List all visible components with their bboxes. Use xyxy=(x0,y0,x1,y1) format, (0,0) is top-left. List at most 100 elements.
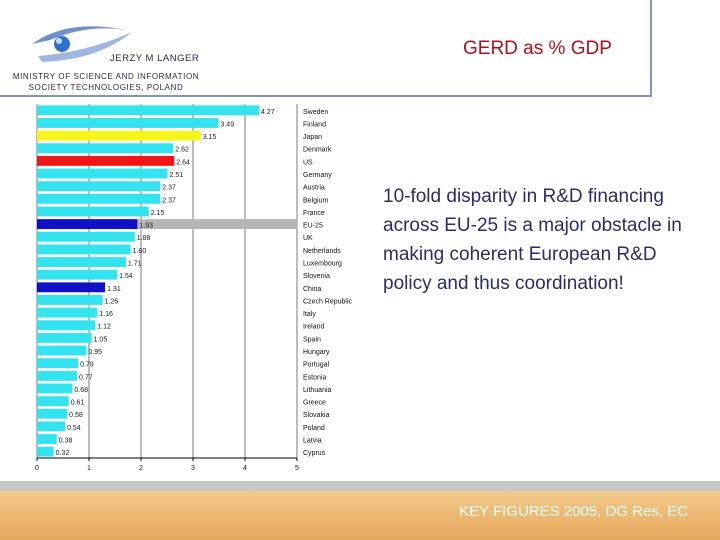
value-label: 0.68 xyxy=(74,387,88,394)
slide-title: GERD as % GDP xyxy=(463,38,612,59)
bar-eu-25 xyxy=(37,219,138,230)
category-label: UK xyxy=(303,235,313,242)
category-label: Italy xyxy=(303,311,316,318)
bar-netherlands xyxy=(37,244,131,255)
value-label: 2.51 xyxy=(170,172,184,179)
eu-highlight-band xyxy=(37,219,297,230)
value-label: 1.12 xyxy=(97,324,111,331)
category-label: Greece xyxy=(303,400,326,407)
category-label: China xyxy=(303,286,321,293)
bar-cyprus xyxy=(37,446,54,457)
value-label: 0.32 xyxy=(56,450,70,457)
value-label: 1.93 xyxy=(139,223,153,230)
footer-band xyxy=(0,491,720,540)
value-label: 1.05 xyxy=(94,336,108,343)
bar-luxembourg xyxy=(37,257,126,267)
category-label: Slovenia xyxy=(303,273,330,280)
x-tick-label: 0 xyxy=(35,465,39,472)
bar-poland xyxy=(37,421,66,432)
value-label: 4.27 xyxy=(261,109,275,116)
bar-denmark xyxy=(37,143,174,154)
key-message: 10-fold disparity in R&D financing acros… xyxy=(383,186,682,294)
bar-finland xyxy=(37,118,219,128)
value-label: 3.15 xyxy=(203,134,217,141)
category-label: Austria xyxy=(303,185,325,192)
bar-czech-republic xyxy=(37,295,103,305)
value-label: 2.15 xyxy=(151,210,165,217)
value-label: 1.80 xyxy=(133,248,147,255)
value-label: 0.95 xyxy=(88,349,102,356)
x-tick-label: 2 xyxy=(139,465,143,472)
value-label: 2.37 xyxy=(162,185,176,192)
category-label: Spain xyxy=(303,336,321,343)
value-label: 0.61 xyxy=(71,400,85,407)
bar-lithuania xyxy=(37,383,73,394)
ministry-label: MINISTRY OF SCIENCE AND INFORMATION SOCI… xyxy=(12,72,200,92)
value-label: 0.77 xyxy=(79,374,93,381)
bar-hungary xyxy=(37,345,87,356)
bar-slovakia xyxy=(37,408,68,419)
category-label: Luxembourg xyxy=(303,260,342,267)
category-label: Hungary xyxy=(303,349,330,356)
category-label: Latvia xyxy=(303,437,322,444)
x-tick-label: 5 xyxy=(295,465,299,472)
value-label: 1.71 xyxy=(128,260,142,267)
category-label: Slovakia xyxy=(303,412,330,419)
x-tick-label: 4 xyxy=(243,465,247,472)
category-label: Finland xyxy=(303,121,326,128)
category-label: Czech Republic xyxy=(303,298,353,305)
category-label: US xyxy=(303,159,313,166)
category-label: Netherlands xyxy=(303,248,341,255)
category-label: Belgium xyxy=(303,197,328,204)
value-label: 2.62 xyxy=(175,147,189,154)
bar-italy xyxy=(37,307,98,318)
bar-portugal xyxy=(37,358,79,369)
value-label: 1.16 xyxy=(99,311,113,318)
bar-uk xyxy=(37,231,135,242)
category-label: Ireland xyxy=(303,324,325,331)
footer: KEY FIGURES 2005, DG Res, EC xyxy=(0,481,720,540)
category-label: Lithuania xyxy=(303,387,332,394)
bar-france xyxy=(37,206,149,217)
category-label: Cyprus xyxy=(303,450,326,457)
value-label: 0.54 xyxy=(67,425,81,432)
category-label: Estonia xyxy=(303,374,326,381)
bar-china xyxy=(37,282,106,293)
category-label: Poland xyxy=(303,425,325,432)
bar-estonia xyxy=(37,370,78,381)
bar-greece xyxy=(37,396,69,407)
bar-us xyxy=(37,155,175,166)
category-label: Sweden xyxy=(303,109,328,116)
category-label: Denmark xyxy=(303,147,332,154)
header-frame xyxy=(0,0,652,97)
footer-divider xyxy=(0,481,720,491)
value-label: 1.31 xyxy=(107,286,121,293)
value-label: 2.37 xyxy=(162,197,176,204)
value-label: 1.26 xyxy=(105,298,119,305)
category-label: Japan xyxy=(303,134,322,141)
bar-slovenia xyxy=(37,269,118,280)
bar-sweden xyxy=(37,105,260,116)
gerd-bar-chart: 4.27 Sweden 3.49 Finland 3.15 Japan 2.62 Denmar… xyxy=(35,104,353,472)
bar-japan xyxy=(37,130,201,141)
value-label: 1.88 xyxy=(137,235,151,242)
value-label: 0.38 xyxy=(59,437,73,444)
value-label: 2.64 xyxy=(176,159,190,166)
value-label: 0.58 xyxy=(69,412,83,419)
swirl-logo-icon xyxy=(32,26,132,62)
value-label: 1.54 xyxy=(119,273,133,280)
footer-source: KEY FIGURES 2005, DG Res, EC xyxy=(459,503,688,520)
value-label: 3.49 xyxy=(220,121,234,128)
x-tick-label: 1 xyxy=(87,465,91,472)
bar-ireland xyxy=(37,320,96,331)
category-label: EU-25 xyxy=(303,223,323,230)
category-label: Germany xyxy=(303,172,332,179)
category-label: France xyxy=(303,210,325,217)
bar-austria xyxy=(37,181,161,192)
bar-belgium xyxy=(37,193,161,204)
value-label: 0.79 xyxy=(80,362,94,369)
bar-spain xyxy=(37,332,92,343)
category-label: Portugal xyxy=(303,362,330,369)
x-tick-label: 3 xyxy=(191,465,195,472)
bar-germany xyxy=(37,168,168,179)
